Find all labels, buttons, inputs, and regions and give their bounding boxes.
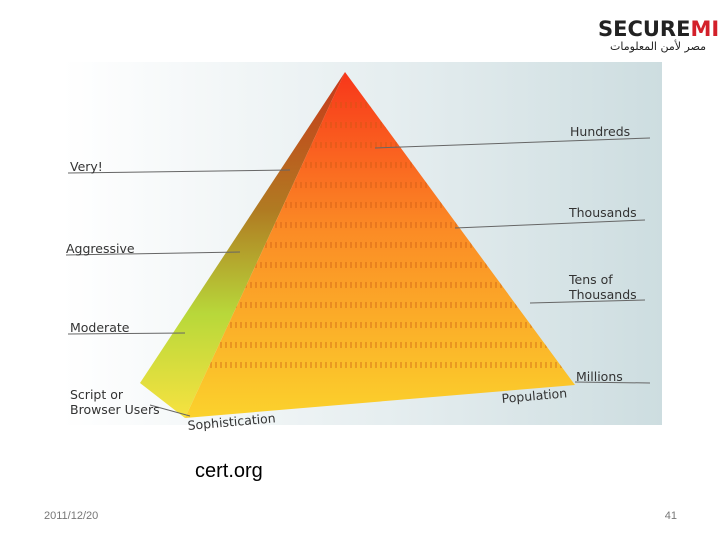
logo-right: MISR <box>690 17 720 41</box>
footer-date: 2011/12/20 <box>44 510 98 522</box>
axis-label: Population <box>501 385 568 406</box>
caption: cert.org <box>195 460 263 482</box>
left-label: Moderate <box>70 320 130 335</box>
pyramid-front <box>185 72 575 418</box>
logo-left: SECURE <box>598 17 690 41</box>
left-label: Very! <box>70 159 103 174</box>
logo-subtitle: مصر لأمن المعلومات <box>610 39 706 53</box>
right-label: Thousands <box>568 205 637 220</box>
left-label: Aggressive <box>66 241 135 256</box>
right-label: Millions <box>576 369 623 384</box>
right-label: Tens of <box>568 272 613 287</box>
leader-lines <box>65 137 651 417</box>
logo: SECUREMISR <box>598 17 720 41</box>
left-label: Browser Users <box>70 402 160 417</box>
pyramid-side <box>140 72 345 418</box>
footer-page: 41 <box>665 510 677 522</box>
right-label: Thousands <box>568 287 637 302</box>
right-label: Hundreds <box>570 124 630 139</box>
left-label: Script or <box>70 387 124 402</box>
